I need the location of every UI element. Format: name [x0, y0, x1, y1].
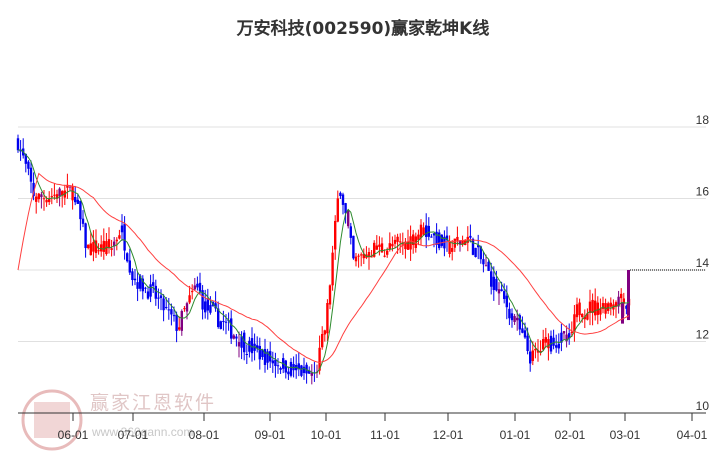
watermark-text: 赢家江恩软件 — [90, 392, 217, 414]
x-tick-label: 06-01 — [58, 428, 89, 442]
axes: 10 12 14 16 18 06-01 07-01 08-01 09-01 10-01 11-01… — [18, 113, 709, 442]
y-tick-label: 18 — [696, 113, 710, 127]
y-tick-label: 16 — [696, 185, 710, 199]
x-tick-label: 12-01 — [433, 428, 464, 442]
gridlines — [18, 126, 706, 342]
x-tick-label: 10-01 — [311, 428, 342, 442]
x-tick-label: 03-01 — [610, 428, 641, 442]
moving-averages — [17, 149, 706, 374]
x-tick-label: 08-01 — [189, 428, 220, 442]
x-tick-label: 07-01 — [118, 428, 149, 442]
x-tick-label: 09-01 — [255, 428, 286, 442]
chart-title: 万安科技(002590)赢家乾坤K线 — [236, 19, 490, 39]
y-tick-label: 12 — [696, 328, 710, 342]
x-tick-label: 02-01 — [555, 428, 586, 442]
x-tick-label: 11-01 — [370, 428, 400, 442]
y-tick-label: 10 — [696, 399, 710, 413]
y-tick-label: 14 — [696, 256, 710, 270]
watermark-url: www.360gann.com — [92, 425, 194, 439]
candles — [16, 134, 631, 385]
x-tick-label: 01-01 — [500, 428, 531, 442]
x-tick-label: 04-01 — [677, 428, 708, 442]
